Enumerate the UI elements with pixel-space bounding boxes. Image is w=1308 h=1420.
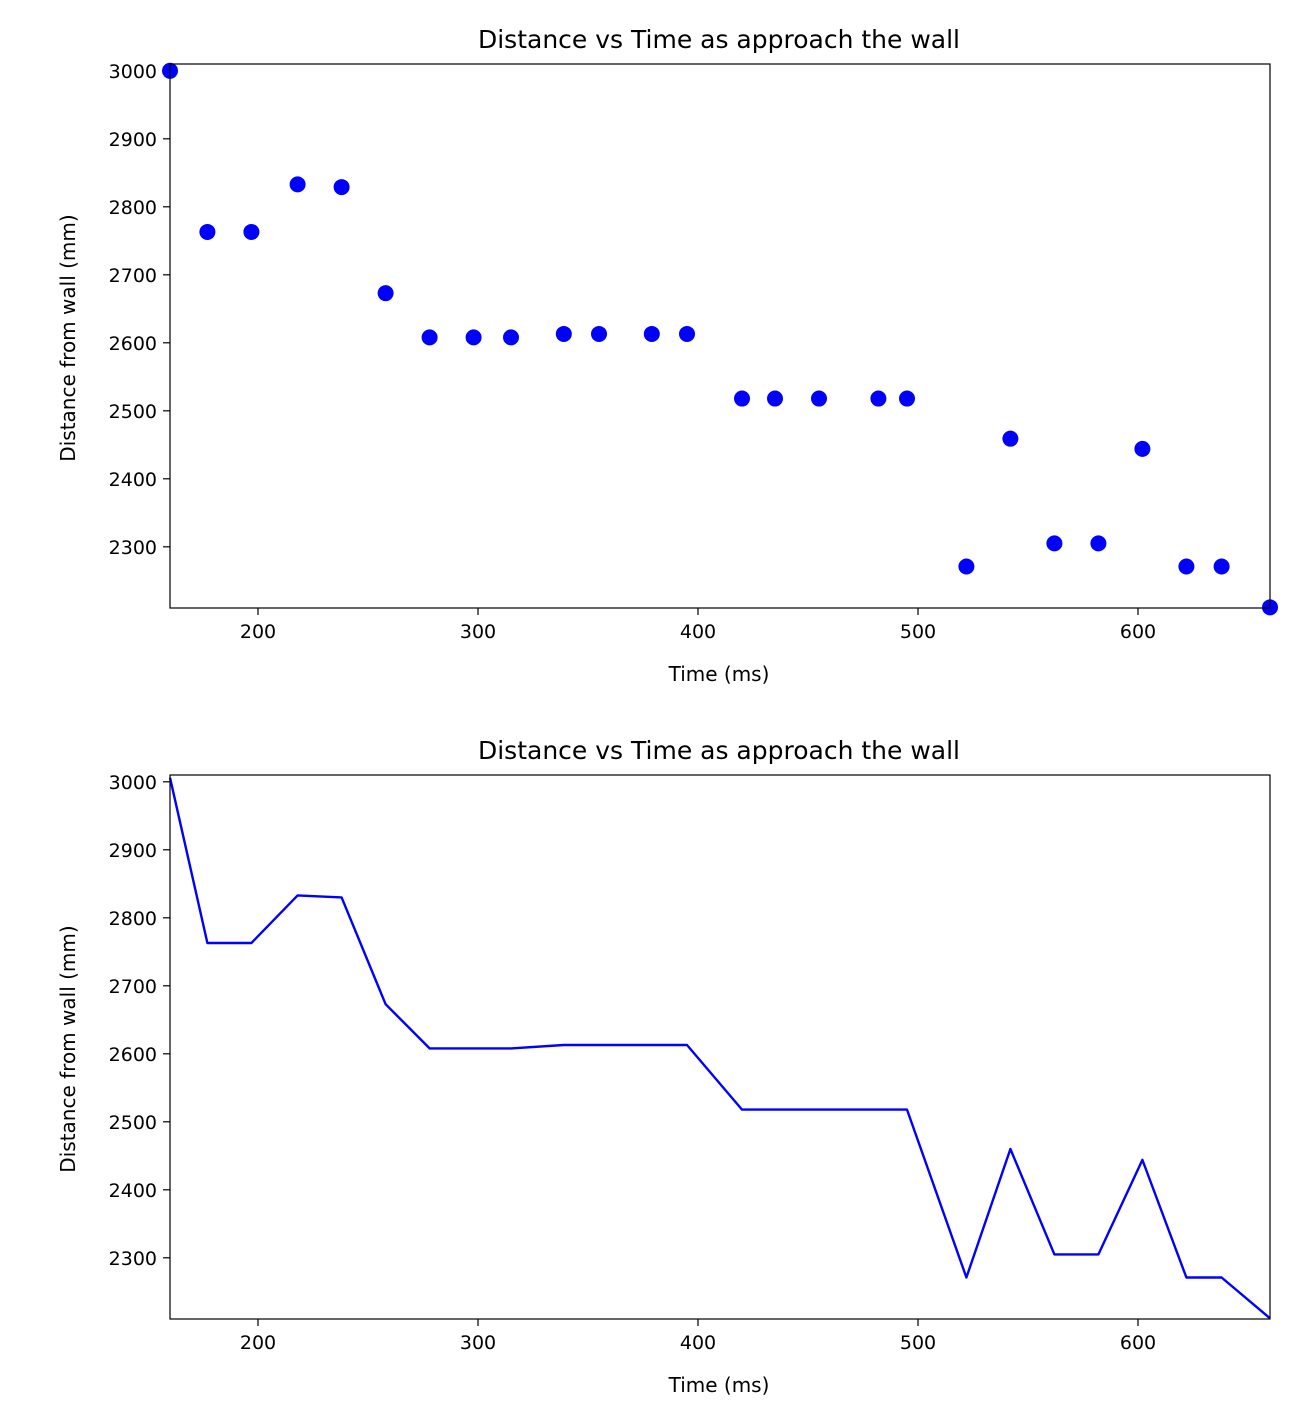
chart-title: Distance vs Time as approach the wall [478, 736, 960, 765]
x-tick-label: 300 [460, 621, 496, 643]
marks-layer [168, 777, 1271, 1320]
x-tick-label: 400 [680, 1332, 716, 1354]
data-point [1213, 558, 1230, 575]
x-tick-label: 200 [240, 621, 276, 643]
x-tick-label: 300 [460, 1332, 496, 1354]
x-tick-label: 500 [900, 621, 936, 643]
series-line [168, 777, 1271, 1320]
data-point [1178, 558, 1195, 575]
x-tick-label: 200 [240, 1332, 276, 1354]
y-tick-label: 2800 [109, 908, 157, 930]
data-point [1090, 535, 1107, 552]
chart-title: Distance vs Time as approach the wall [478, 25, 960, 54]
data-point [1046, 535, 1063, 552]
scatter-chart: Distance vs Time as approach the wall Ti… [56, 25, 1278, 686]
x-tick-label: 600 [1120, 621, 1156, 643]
y-tick-label: 2600 [109, 333, 157, 355]
y-tick-label: 2500 [109, 401, 157, 423]
y-tick-label: 3000 [109, 61, 157, 83]
data-point [643, 325, 660, 342]
data-point [899, 390, 915, 407]
y-tick-label: 2300 [109, 537, 157, 559]
ticks-layer: 200 300 400 500 600 2300 2400 2500 2600 2700 2800 2… [109, 772, 1156, 1354]
data-point [377, 285, 394, 302]
y-tick-label: 2400 [109, 469, 157, 491]
data-point [734, 390, 750, 407]
y-tick-label: 2900 [109, 129, 157, 151]
x-axis-label: Time (ms) [668, 662, 770, 686]
data-point [679, 325, 695, 342]
y-tick-label: 3000 [109, 772, 157, 794]
line-chart: Distance vs Time as approach the wall Ti… [56, 736, 1271, 1397]
ticks-layer: 200 300 400 500 600 2300 2400 2500 2600 2700 2800 2… [109, 61, 1156, 643]
data-point [243, 223, 260, 240]
data-point [465, 329, 482, 346]
x-tick-label: 600 [1120, 1332, 1156, 1354]
data-point [958, 558, 975, 575]
data-point [421, 329, 438, 346]
data-point [591, 325, 607, 342]
y-tick-label: 2700 [109, 265, 157, 287]
data-point [767, 390, 783, 407]
x-tick-label: 500 [900, 1332, 936, 1354]
scatter-chart-panel: Distance vs Time as approach the wall Ti… [0, 0, 1308, 709]
y-tick-label: 2600 [109, 1044, 157, 1066]
line-chart-panel: Distance vs Time as approach the wall Ti… [0, 711, 1308, 1420]
data-point [289, 176, 306, 193]
y-tick-label: 2900 [109, 840, 157, 862]
plot-frame [169, 774, 1271, 1320]
data-point [1002, 430, 1019, 447]
y-axis-label: Distance from wall (mm) [56, 214, 80, 461]
marks-layer [162, 62, 1278, 616]
y-tick-label: 2300 [109, 1248, 157, 1270]
y-tick-label: 2500 [109, 1112, 157, 1134]
data-point [870, 390, 887, 407]
data-point [503, 329, 519, 346]
data-point [333, 179, 350, 196]
x-axis-label: Time (ms) [668, 1373, 770, 1397]
y-axis-label: Distance from wall (mm) [56, 925, 80, 1172]
x-tick-label: 400 [680, 621, 716, 643]
y-tick-label: 2800 [109, 197, 157, 219]
y-tick-label: 2400 [109, 1180, 157, 1202]
data-point [1134, 440, 1151, 457]
plot-frame [169, 63, 1271, 609]
data-point [555, 325, 572, 342]
data-point [199, 223, 216, 240]
y-tick-label: 2700 [109, 976, 157, 998]
data-point [811, 390, 827, 407]
